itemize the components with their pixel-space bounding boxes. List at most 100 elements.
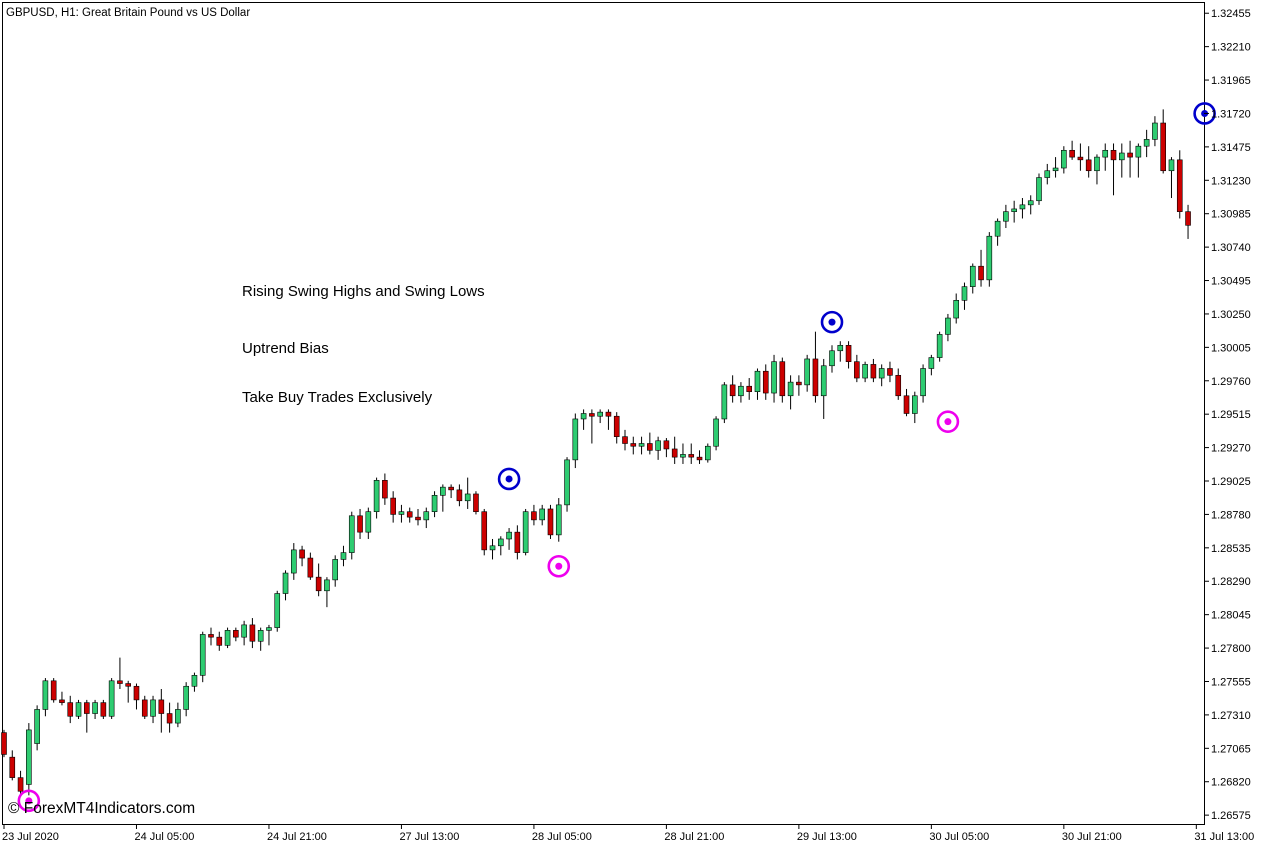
- candle-body-bull: [721, 384, 728, 420]
- candle: [166, 702, 173, 733]
- candle: [547, 504, 554, 539]
- candle: [141, 695, 148, 719]
- candle-body-bear: [547, 508, 554, 536]
- candle-body-bull: [199, 634, 206, 676]
- candle-body-bull: [655, 440, 661, 451]
- candle: [290, 543, 297, 580]
- candle-body-bull: [1061, 149, 1067, 169]
- time-axis[interactable]: 23 Jul 2020 24 Jul 05:00 24 Jul 21:00 27 Ju…: [2, 824, 1254, 843]
- candle: [464, 477, 471, 509]
- candle: [746, 378, 753, 400]
- candle: [1094, 154, 1100, 185]
- candle-body-bull: [290, 549, 297, 574]
- time-tick-label: 31 Jul 13:00: [1194, 831, 1254, 843]
- candle: [796, 375, 802, 396]
- candle: [978, 249, 984, 287]
- candle-body-bear: [1176, 159, 1183, 212]
- price-tick-label: 1.28045: [1211, 610, 1251, 622]
- candle-body-bear: [456, 489, 463, 502]
- candle-body-bear: [481, 511, 488, 551]
- candle: [820, 358, 827, 419]
- time-tick-label: 24 Jul 05:00: [134, 831, 194, 843]
- candle-body-bear: [663, 440, 670, 450]
- candle-body-bear: [1, 732, 7, 755]
- candle: [191, 672, 198, 692]
- candle: [630, 436, 637, 455]
- candle: [713, 416, 719, 451]
- candle-body-bear: [903, 395, 910, 414]
- candle-body-bear: [208, 634, 214, 638]
- candle-body-bull: [1011, 208, 1017, 212]
- candle-body-bull: [506, 531, 512, 540]
- swing-high-ring: [820, 310, 844, 334]
- price-tick-label: 1.32455: [1211, 8, 1251, 20]
- candle: [199, 631, 206, 683]
- candle: [680, 443, 686, 464]
- candle-body-bull: [754, 370, 761, 392]
- price-tick-label: 1.32210: [1211, 42, 1251, 54]
- candle: [1019, 198, 1026, 219]
- candle-body-bull: [522, 511, 529, 553]
- candle: [340, 545, 347, 567]
- price-tick-label: 1.31965: [1211, 75, 1251, 87]
- candle: [953, 293, 960, 324]
- swing-high-dot: [505, 475, 513, 483]
- swing-low-marker: [936, 410, 960, 433]
- candle: [150, 695, 156, 724]
- candle: [1110, 143, 1117, 196]
- candle: [1069, 140, 1075, 160]
- candle: [721, 382, 728, 424]
- candle: [878, 364, 885, 387]
- candle-body-bear: [50, 680, 57, 701]
- candle: [539, 504, 546, 526]
- candle-body-bull: [920, 368, 926, 397]
- candle-body-bear: [382, 480, 388, 499]
- candle: [845, 341, 852, 369]
- candle-body-bull: [150, 699, 156, 717]
- swing-high-marker: [820, 310, 844, 334]
- candles-layer: [1, 109, 1191, 796]
- candle-body-bull: [1143, 139, 1150, 147]
- candle: [887, 361, 893, 383]
- candle-body-bull: [1119, 152, 1125, 161]
- candle: [1044, 163, 1051, 185]
- candle-body-bear: [729, 384, 736, 397]
- candle: [1061, 146, 1067, 174]
- chart-frame: [2, 2, 1205, 825]
- candle-body-bull: [555, 504, 562, 536]
- candle-body-bear: [141, 699, 148, 717]
- candle: [373, 477, 380, 519]
- candle: [787, 375, 794, 410]
- candle: [696, 450, 703, 464]
- candle: [1027, 195, 1034, 215]
- candle-body-bear: [1069, 149, 1075, 158]
- candle-body-bull: [274, 593, 281, 628]
- candle: [406, 507, 413, 523]
- candle: [522, 508, 529, 556]
- candle-body-bull: [464, 493, 471, 502]
- price-tick-label: 1.27800: [1211, 643, 1251, 655]
- candle-body-bull: [224, 630, 231, 646]
- candle-body-bull: [986, 235, 993, 281]
- candle: [365, 507, 372, 539]
- candle-body-bear: [216, 636, 223, 646]
- price-axis[interactable]: 1.32455 1.32210 1.31965 1.31720 1.31475 1.312…: [1204, 8, 1251, 822]
- candle-body-bull: [638, 443, 645, 447]
- candle-body-bull: [994, 220, 1001, 237]
- candle: [117, 657, 123, 689]
- price-tick-label: 1.27555: [1211, 676, 1251, 688]
- candle-body-bear: [299, 549, 305, 559]
- candle-body-bull: [804, 358, 810, 386]
- candle: [448, 484, 454, 499]
- candle-body-bull: [1168, 159, 1175, 172]
- candle-body-bull: [580, 413, 587, 420]
- candle-body-bull: [373, 480, 380, 512]
- price-tick-label: 1.28290: [1211, 576, 1251, 588]
- price-tick-label: 1.27065: [1211, 743, 1251, 755]
- candle-body-bull: [108, 680, 115, 717]
- price-tick-label: 1.29515: [1211, 409, 1251, 421]
- candle: [456, 484, 463, 507]
- candle-body-bull: [771, 361, 777, 394]
- candle: [266, 624, 272, 646]
